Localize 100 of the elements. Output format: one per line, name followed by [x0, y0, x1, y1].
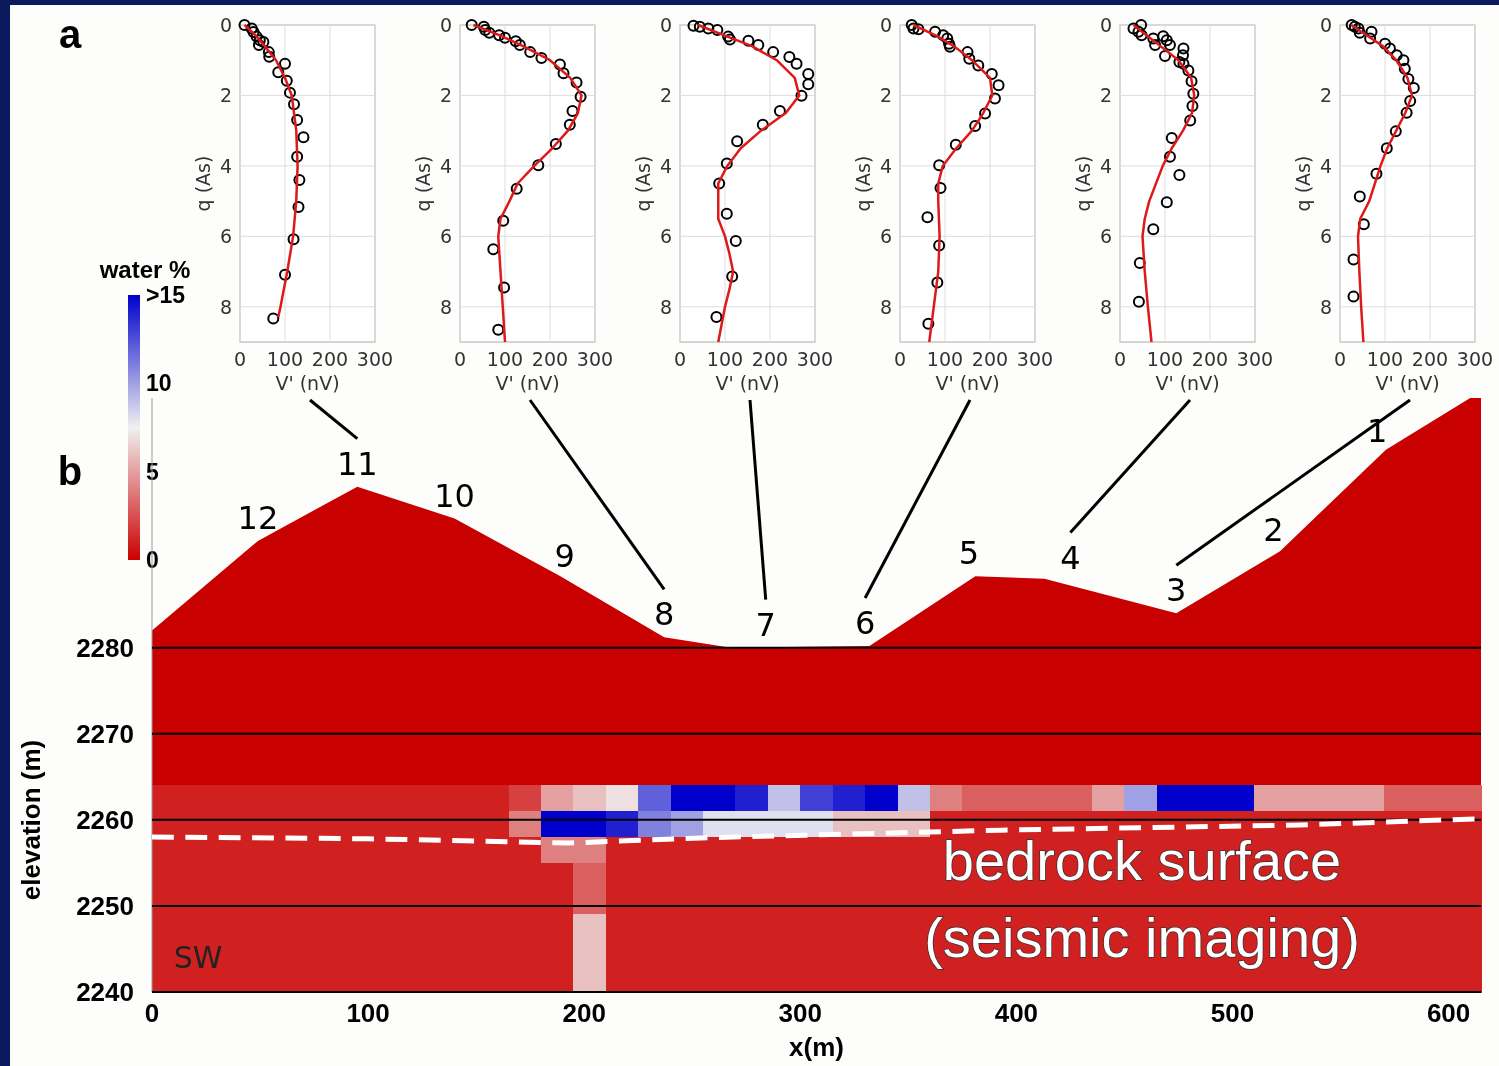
- y-tick-label: 2: [1099, 84, 1112, 107]
- point: [1383, 42, 1396, 55]
- point: [992, 79, 1005, 92]
- point: [238, 19, 251, 31]
- annotation: 10: [434, 476, 475, 515]
- point: [933, 159, 946, 172]
- point: [253, 34, 266, 47]
- annotation: bedrock surface (seismic imaging): [924, 829, 1360, 969]
- x-tick-label: 200: [1191, 348, 1229, 370]
- y-tick-label: 6: [219, 225, 232, 248]
- point: [1347, 290, 1360, 303]
- text: b: [57, 449, 83, 493]
- point: [1187, 87, 1200, 100]
- y-axis-title: q (As): [852, 155, 874, 212]
- y-tick-label: 0: [879, 14, 892, 36]
- x-tick-label: 100: [1146, 348, 1184, 370]
- point: [499, 31, 511, 44]
- point: [267, 312, 280, 325]
- point: [1163, 150, 1176, 163]
- point: [279, 268, 291, 281]
- point: [291, 114, 304, 127]
- x-tick-label: 100: [926, 348, 964, 370]
- x-axis-title: x(m): [789, 1032, 844, 1062]
- y-tick-label: 8: [1099, 295, 1112, 318]
- y-tick-label: 6: [1319, 225, 1332, 248]
- point: [283, 86, 296, 99]
- point: [1380, 142, 1393, 155]
- point: [1132, 25, 1145, 38]
- point: [513, 39, 526, 52]
- point: [252, 39, 265, 52]
- point: [931, 276, 944, 289]
- point: [497, 214, 510, 227]
- point: [921, 211, 934, 224]
- x-tick-label: 300: [796, 348, 834, 370]
- point: [1365, 25, 1378, 38]
- point: [1402, 72, 1415, 85]
- x-tick-label: 0: [1333, 348, 1347, 370]
- point: [272, 66, 285, 79]
- point: [1186, 100, 1199, 112]
- point: [1132, 295, 1145, 308]
- point: [483, 26, 496, 39]
- x-tick-label: 100: [346, 998, 390, 1028]
- line-series: [912, 23, 994, 344]
- point: [510, 182, 523, 195]
- point: [907, 22, 920, 35]
- x-tick-label: 200: [751, 348, 789, 370]
- x-tick-label: 300: [356, 348, 394, 370]
- point: [293, 173, 306, 186]
- color-bar-title: water %: [98, 256, 191, 283]
- y-tick-label: 6: [879, 225, 892, 248]
- point: [1184, 114, 1197, 127]
- y-tick-label: 8: [659, 295, 672, 318]
- y-tick-label: 8: [1319, 295, 1332, 318]
- annotation: 12: [237, 498, 279, 537]
- point: [1127, 22, 1140, 35]
- point: [1177, 49, 1189, 62]
- point: [988, 92, 1001, 105]
- point: [756, 118, 769, 131]
- point: [262, 46, 275, 59]
- x-tick-label: 200: [311, 348, 349, 370]
- color-bar-label: 0: [146, 547, 159, 573]
- point: [985, 67, 998, 80]
- annotation: 7: [755, 605, 776, 644]
- color-bar-label: 10: [146, 370, 172, 397]
- x-tick-label: 500: [1210, 998, 1255, 1028]
- point: [969, 120, 982, 133]
- y-tick-label: 2: [879, 84, 892, 107]
- point: [492, 323, 505, 336]
- point: [1135, 29, 1148, 42]
- point: [937, 29, 950, 42]
- point: [773, 104, 786, 117]
- y-tick-label: 2: [1319, 84, 1332, 107]
- y-tick-label: 2240: [76, 977, 134, 1007]
- point: [1397, 54, 1410, 67]
- y-tick-label: 2280: [76, 632, 134, 663]
- point: [1185, 75, 1198, 88]
- point: [1353, 190, 1366, 203]
- point: [720, 207, 733, 220]
- y-tick-label: 4: [1099, 154, 1112, 177]
- point: [1160, 196, 1173, 209]
- x-tick-label: 0: [893, 348, 907, 370]
- y-tick-label: 6: [439, 225, 452, 248]
- text: a: [58, 12, 82, 56]
- annotation: 9: [554, 536, 575, 575]
- point: [1400, 106, 1413, 119]
- point: [1133, 257, 1146, 270]
- point: [963, 52, 976, 65]
- point: [287, 233, 300, 246]
- y-tick-label: 8: [439, 295, 452, 318]
- point: [1398, 62, 1411, 75]
- point: [1149, 39, 1162, 52]
- point: [1379, 37, 1391, 50]
- point: [563, 118, 576, 131]
- point: [493, 29, 506, 42]
- y-tick-label: 4: [659, 154, 672, 177]
- annotation: 2: [1263, 510, 1284, 549]
- point: [713, 177, 726, 190]
- x-tick-label: 100: [1366, 348, 1404, 370]
- point: [297, 131, 310, 144]
- y-tick-label: 6: [659, 225, 672, 248]
